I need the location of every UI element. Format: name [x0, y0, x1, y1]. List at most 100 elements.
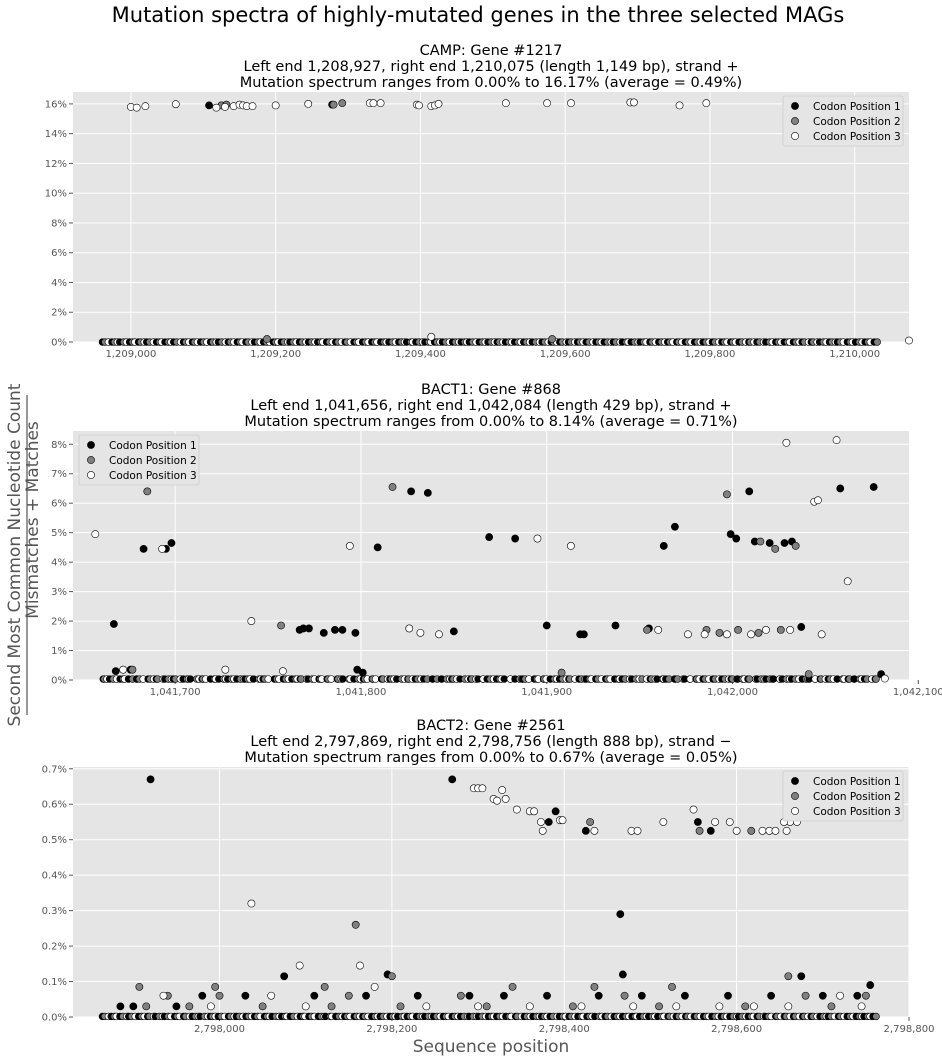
data-point: [590, 982, 599, 991]
data-point: [247, 617, 256, 625]
data-point: [407, 487, 416, 496]
data-point: [212, 103, 221, 112]
data-point: [725, 818, 734, 826]
y-tick-label: 2%: [51, 308, 67, 319]
figure-title: Mutation spectra of highly-mutated genes…: [112, 3, 845, 27]
data-point: [501, 795, 510, 803]
data-point: [629, 1002, 638, 1011]
data-point: [637, 991, 646, 1000]
data-point: [543, 99, 551, 108]
data-point: [508, 982, 517, 991]
data-point: [762, 626, 770, 634]
data-point: [267, 991, 276, 1000]
y-tick-label: 12%: [45, 159, 67, 170]
data-point: [544, 818, 553, 826]
data-point: [715, 1002, 724, 1011]
data-point: [818, 991, 827, 1000]
data-point: [338, 99, 347, 108]
data-point: [132, 103, 141, 112]
data-point: [862, 991, 870, 1000]
data-point: [869, 483, 878, 491]
points-layer: [98, 98, 913, 346]
baseline-point: [327, 675, 335, 683]
baseline-point: [769, 675, 778, 683]
data-point: [548, 335, 557, 343]
data-point: [205, 101, 213, 110]
data-point: [482, 1002, 491, 1011]
y-tick-label: 5%: [51, 528, 67, 539]
data-point: [221, 102, 229, 111]
data-point: [206, 1002, 215, 1011]
panel-title-line-1: CAMP: Gene #1217: [420, 43, 563, 59]
data-point: [551, 807, 560, 816]
data-point: [747, 826, 756, 835]
plot-area-background: [73, 431, 909, 680]
legend-marker: [791, 792, 799, 800]
data-point: [338, 626, 347, 634]
data-point: [485, 533, 494, 541]
data-point: [310, 991, 319, 1000]
data-point: [786, 626, 795, 634]
data-point: [771, 544, 780, 553]
data-point: [500, 991, 508, 1000]
data-point: [171, 100, 180, 109]
baseline-point: [186, 675, 194, 683]
data-point: [373, 543, 382, 552]
data-point: [376, 99, 385, 108]
data-point: [530, 807, 538, 816]
data-point: [369, 99, 378, 108]
data-point: [358, 668, 367, 677]
data-point: [817, 630, 826, 639]
x-tick-label: 1,210,000: [829, 349, 880, 360]
legend-label: Codon Position 1: [813, 776, 901, 788]
data-point: [557, 668, 566, 677]
x-tick-label: 1,209,800: [684, 349, 735, 360]
data-point: [119, 665, 128, 674]
data-point: [797, 623, 806, 631]
legend-box: [782, 95, 904, 147]
data-point: [814, 496, 822, 505]
y-tick-label: 0.3%: [42, 906, 67, 917]
data-point: [791, 542, 800, 550]
data-point: [633, 826, 642, 835]
data-point: [449, 627, 458, 636]
panel-title-line-2: Left end 1,208,927, right end 1,210,075 …: [244, 59, 739, 75]
data-point: [331, 626, 339, 634]
data-point: [241, 991, 250, 1000]
data-point: [295, 626, 304, 634]
data-point: [543, 991, 551, 1000]
data-point: [258, 1002, 267, 1011]
baseline-point: [745, 675, 754, 683]
data-point: [836, 484, 845, 493]
data-point: [280, 972, 289, 981]
y-tick-label: 0%: [51, 676, 67, 687]
x-tick-label: 1,209,000: [105, 349, 156, 360]
data-point: [659, 542, 668, 550]
data-point: [498, 786, 507, 794]
y-tick-label: 7%: [51, 469, 67, 480]
y-tick-label: 6%: [51, 499, 67, 510]
data-point: [198, 991, 207, 1000]
legend-marker: [791, 102, 799, 110]
data-point: [456, 991, 465, 1000]
x-tick-label: 1,042,000: [707, 687, 758, 698]
data-point: [139, 544, 148, 553]
data-point: [611, 621, 620, 630]
baseline-point: [500, 675, 508, 683]
data-point: [185, 1002, 194, 1011]
data-point: [732, 534, 741, 543]
legend-marker: [87, 471, 95, 479]
data-point: [387, 972, 396, 981]
data-point: [538, 826, 547, 835]
data-point: [248, 102, 257, 111]
data-point: [215, 991, 224, 1000]
x-tick-label: 2,798,600: [711, 1024, 762, 1035]
x-axis-label: Sequence position: [413, 1037, 570, 1057]
data-point: [422, 1002, 431, 1011]
legend-marker: [791, 132, 799, 140]
y-tick-label: 8%: [51, 218, 67, 229]
y-tick-label: 1%: [51, 646, 67, 657]
data-point: [734, 626, 742, 634]
x-tick-label: 1,041,700: [150, 687, 201, 698]
